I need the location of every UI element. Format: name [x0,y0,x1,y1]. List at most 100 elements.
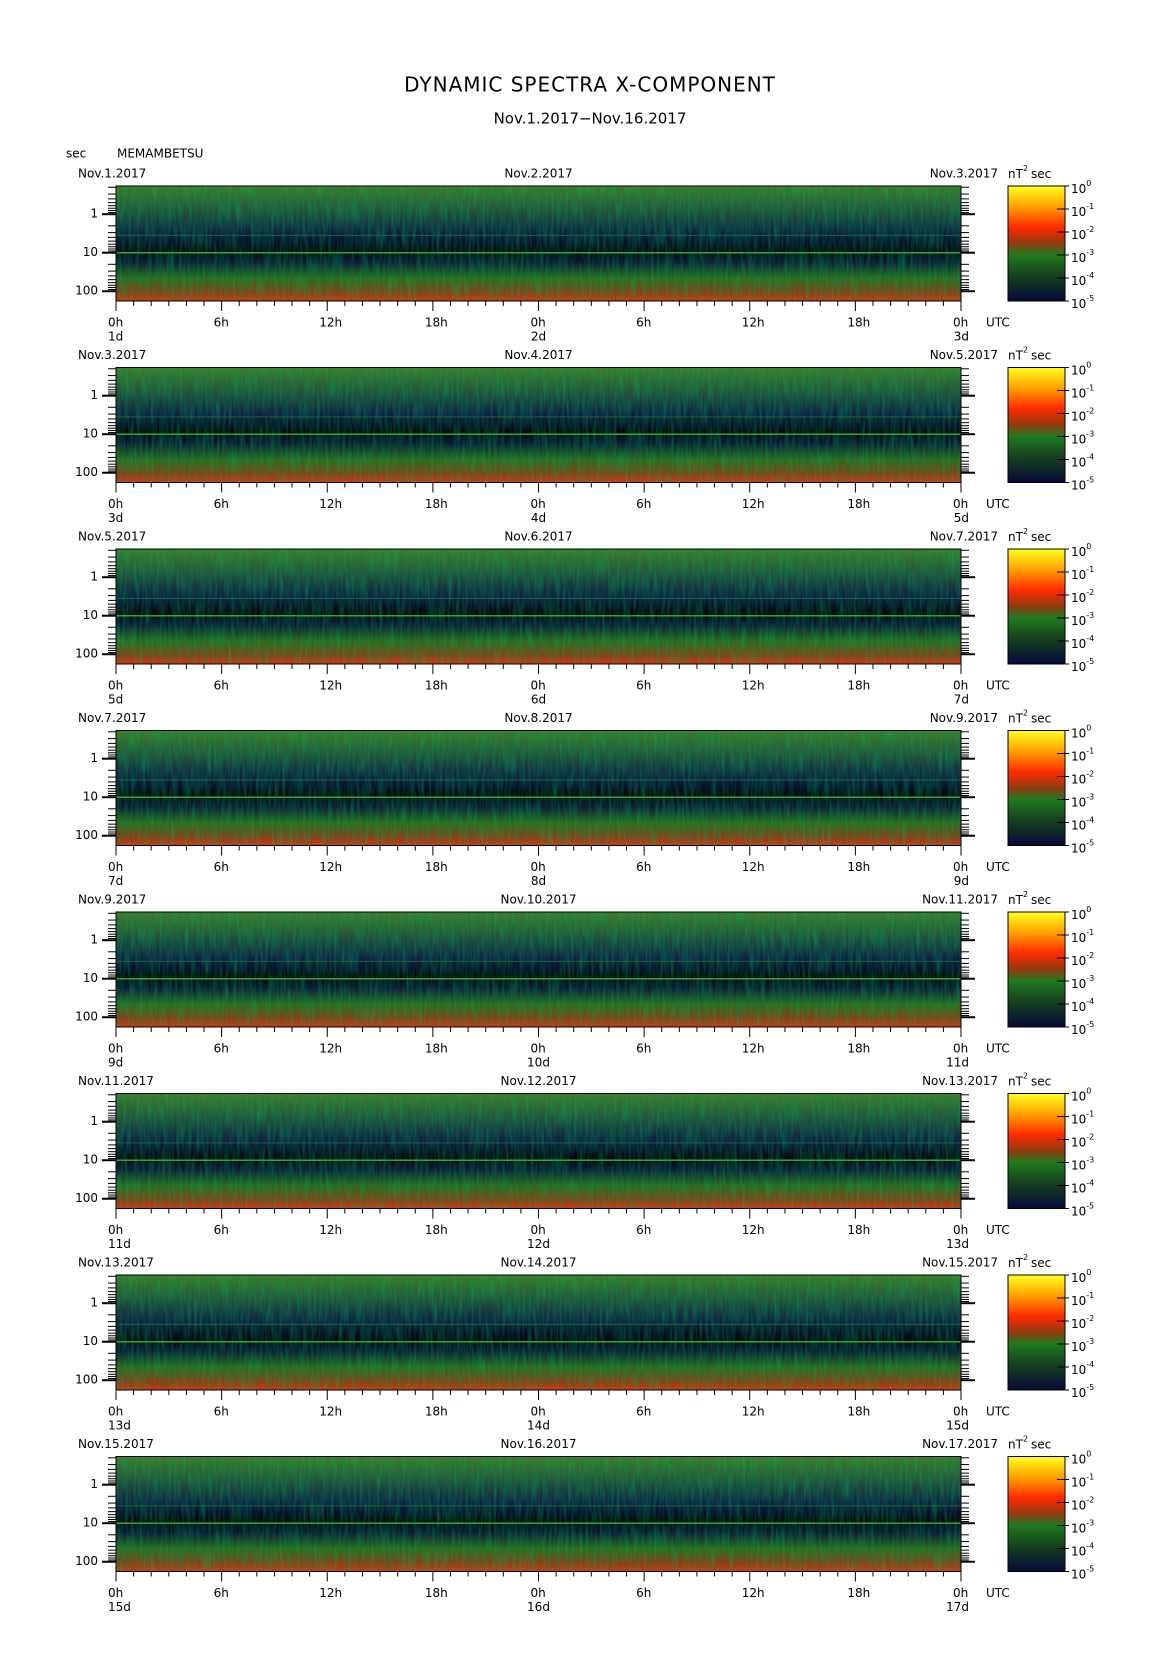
colorbar-tick-label-base: 10 [1071,1271,1086,1285]
period-tick-label: 100 [75,284,98,298]
colorbar-tick-label-exponent: -4 [1086,271,1094,280]
colorbar-tick-label: 10-4 [1071,271,1094,288]
hour-tick-label: 6h [636,1405,651,1419]
colorbar-tick-label: 10-1 [1071,746,1094,763]
colorbar [1007,548,1066,665]
subtitle: Nov.1.2017−Nov.16.2017 [494,110,687,128]
spectrogram-texture [116,912,961,1027]
colorbar-tick-label-base: 10 [1071,1452,1086,1466]
period-tick-label: 1 [90,751,98,765]
day-left: 11d [108,1237,131,1251]
day-left: 3d [108,511,123,525]
period-tick-label: 1 [90,1477,98,1491]
spectrogram-texture [116,549,961,664]
unit-suffix: sec [1031,1256,1051,1270]
colorbar-tick-label-exponent: -1 [1086,565,1094,574]
hour-tick-label: 6h [214,1405,229,1419]
colorbar-tick-label-exponent: -2 [1086,1314,1094,1323]
day-left: 13d [108,1419,131,1433]
colorbar [1007,911,1066,1028]
day-left: 7d [108,874,123,888]
date-mid: Nov.6.2017 [504,530,572,544]
colorbar-tick-label-base: 10 [1071,1567,1086,1581]
hour-tick-label: 12h [742,1223,765,1237]
colorbar-tick-label-exponent: -3 [1086,1337,1094,1346]
spectrogram-texture [116,367,961,483]
hour-tick-label: 0h [953,1405,968,1419]
colorbar-tick-label: 10-2 [1071,769,1094,786]
colorbar-tick-label-base: 10 [1071,478,1086,492]
colorbar [1007,1456,1066,1572]
colorbar-tick-label: 100 [1071,542,1091,559]
spectrogram-texture [116,1456,961,1572]
colorbar-tick-label-exponent: 0 [1086,1268,1091,1277]
hour-tick-label: 18h [425,1405,448,1419]
period-tick-label: 10 [83,245,98,259]
hour-tick-label: 0h [108,1586,123,1600]
time-zone: UTC [986,1586,1010,1600]
colorbar-tick-label: 100 [1071,905,1091,922]
unit-exponent: 2 [1023,345,1028,354]
colorbar-tick-label-exponent: -3 [1086,248,1094,257]
period-tick-label: 100 [75,1554,98,1568]
date-right: Nov.3.2017 [930,167,998,181]
colorbar-tick-label-base: 10 [1071,228,1086,242]
colorbar-tick-label-exponent: -1 [1086,928,1094,937]
colorbar-tick-label-base: 10 [1071,1181,1086,1195]
hour-tick-label: 18h [847,1042,870,1056]
colorbar-tick-label-exponent: 0 [1086,1086,1091,1095]
time-zone: UTC [986,316,1010,330]
period-tick-label: 1 [90,570,98,584]
date-mid: Nov.4.2017 [504,348,572,362]
hour-tick-label: 0h [953,1223,968,1237]
date-mid: Nov.16.2017 [501,1437,577,1451]
hour-tick-label: 6h [214,1042,229,1056]
colorbar-tick-label: 10-1 [1071,1472,1094,1489]
colorbar-tick-label-base: 10 [1071,1000,1086,1014]
colorbar-tick-label-exponent: -2 [1086,406,1094,415]
colorbar-tick-label: 10-4 [1071,1360,1094,1377]
hour-tick-label: 12h [319,316,342,330]
hour-tick-label: 0h [531,1042,546,1056]
colorbar-tick-label-base: 10 [1071,363,1086,377]
colorbar-tick-label: 10-2 [1071,588,1094,605]
hour-tick-label: 18h [847,1223,870,1237]
day-right: 5d [954,511,969,525]
hour-tick-label: 12h [742,1586,765,1600]
colorbar-tick-label: 10-3 [1071,1337,1094,1354]
hour-tick-label: 18h [425,860,448,874]
hour-tick-label: 0h [531,497,546,511]
colorbar-tick-label-base: 10 [1071,251,1086,265]
colorbar-tick-label-exponent: -4 [1086,1360,1094,1369]
period-label: sec [66,147,86,161]
period-tick-label: 10 [83,608,98,622]
colorbar-tick-label: 10-4 [1071,1541,1094,1558]
period-tick-label: 100 [75,1010,98,1024]
colorbar-tick-label-exponent: -1 [1086,1291,1094,1300]
day-mid: 16d [527,1600,550,1614]
colorbar-tick-label: 10-5 [1071,294,1094,311]
colorbar-tick-label: 10-4 [1071,634,1094,651]
colorbar-tick-label: 10-3 [1071,1155,1094,1172]
period-tick-label: 10 [83,971,98,985]
colorbar-tick-label: 10-3 [1071,248,1094,265]
hour-tick-label: 0h [953,1042,968,1056]
period-tick-label: 100 [75,828,98,842]
colorbar-tick-label: 10-2 [1071,951,1094,968]
hour-tick-label: 12h [742,679,765,693]
date-left: Nov.15.2017 [78,1437,154,1451]
colorbar-tick-label-exponent: -1 [1086,1472,1094,1481]
colorbar-tick-label-base: 10 [1071,1386,1086,1400]
hour-tick-label: 6h [214,316,229,330]
date-left: Nov.7.2017 [78,711,146,725]
hour-tick-label: 0h [531,316,546,330]
unit-suffix: sec [1031,1437,1051,1451]
colorbar-tick-label: 10-3 [1071,611,1094,628]
colorbar-tick-label: 100 [1071,1268,1091,1285]
time-zone: UTC [986,679,1010,693]
date-left: Nov.13.2017 [78,1256,154,1270]
day-left: 5d [108,693,123,707]
date-mid: Nov.2.2017 [504,167,572,181]
spectrogram-texture [116,730,961,846]
